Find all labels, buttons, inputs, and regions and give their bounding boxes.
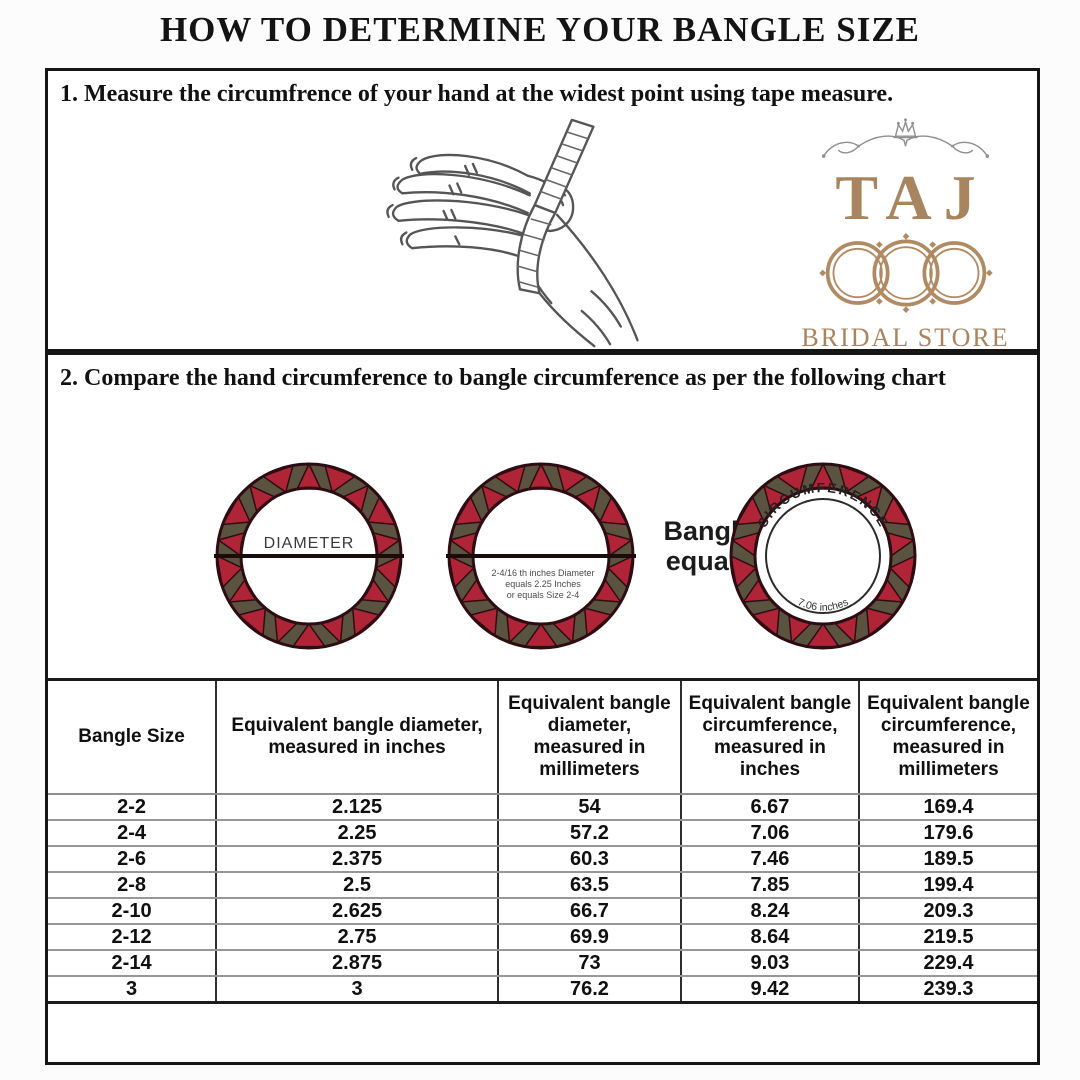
table-cell: 8.24	[679, 897, 860, 926]
table-cell: 2.125	[215, 793, 499, 822]
step2-text: 2. Compare the hand circumference to ban…	[60, 365, 946, 391]
table-row: 2-6 2.375 60.3 7.46 189.5	[48, 845, 1037, 874]
size-table: Bangle Size Equivalent bangle diameter, m…	[48, 678, 1037, 1005]
bangle-size-cell: 2-8	[48, 871, 218, 900]
hand-outline	[386, 153, 639, 348]
taj-logo: TAJ	[788, 117, 1023, 353]
bangle-size-cell: 2-12	[48, 923, 218, 952]
table-cell: 2.75	[215, 923, 499, 952]
table-cell: 7.85	[679, 871, 860, 900]
table-row: 3 3 76.2 9.42 239.3	[48, 975, 1037, 1005]
section-compare-chart: 2. Compare the hand circumference to ban…	[45, 352, 1040, 1065]
table-cell: 209.3	[857, 897, 1037, 926]
bangle-diagram-diameter: DIAMETER	[214, 462, 404, 650]
table-cell: 2.25	[215, 819, 499, 848]
three-rings-icon	[818, 233, 993, 313]
table-cell: 7.06	[679, 819, 860, 848]
logo-subtitle: BRIDAL STORE	[801, 323, 1010, 352]
table-row: 2-12 2.75 69.9 8.64 219.5	[48, 923, 1037, 952]
step1-text: 1. Measure the circumfrence of your hand…	[60, 81, 894, 107]
table-cell: 3	[215, 975, 499, 1005]
size-chart: Bangle Size Equivalent bangle diameter, m…	[48, 678, 1037, 1005]
table-cell: 60.3	[496, 845, 682, 874]
bangle-size-cell: 3	[48, 975, 218, 1005]
bangle-ring	[729, 462, 917, 650]
bangle-size-cell: 2-6	[48, 845, 218, 874]
column-header: Equivalent bangle diameter, measured in …	[496, 678, 682, 796]
table-cell: 169.4	[857, 793, 1037, 822]
section-measure-hand: 1. Measure the circumfrence of your hand…	[45, 68, 1040, 352]
bangle-diagram-example: 2-4/16 th inches Diameter equals 2.25 In…	[446, 462, 636, 650]
example-caption-line3: or equals Size 2-4	[507, 590, 580, 600]
table-cell: 63.5	[496, 871, 682, 900]
crown-flourish-icon	[821, 118, 990, 158]
table-header-row: Bangle Size Equivalent bangle diameter, m…	[48, 678, 1037, 796]
table-cell: 2.875	[215, 949, 499, 978]
table-cell: 7.46	[679, 845, 860, 874]
table-cell: 6.67	[679, 793, 860, 822]
bangle-size-cell: 2-10	[48, 897, 218, 926]
table-cell: 2.625	[215, 897, 499, 926]
bangle-ring	[215, 462, 403, 650]
column-header: Equivalent bangle diameter, measured in …	[215, 678, 499, 796]
bangle-diagram-circumference: CIRCUMFERENCE 7.06 inches	[729, 462, 917, 650]
tape-measure	[516, 118, 595, 295]
table-row: 2-10 2.625 66.7 8.24 209.3	[48, 897, 1037, 926]
inner-circle	[765, 498, 881, 614]
table-cell: 57.2	[496, 819, 682, 848]
table-cell: 73	[496, 949, 682, 978]
table-cell: 239.3	[857, 975, 1037, 1005]
table-cell: 76.2	[496, 975, 682, 1005]
table-row: 2-4 2.25 57.2 7.06 179.6	[48, 819, 1037, 848]
table-cell: 219.5	[857, 923, 1037, 952]
hand-tape-sketch	[386, 118, 639, 348]
table-row: 2-14 2.875 73 9.03 229.4	[48, 949, 1037, 978]
table-cell: 2.5	[215, 871, 499, 900]
column-header: Bangle Size	[48, 678, 218, 796]
diameter-label: DIAMETER	[264, 535, 355, 552]
table-cell: 9.03	[679, 949, 860, 978]
table-cell: 8.64	[679, 923, 860, 952]
example-caption-line1: 2-4/16 th inches Diameter	[491, 568, 594, 578]
table-cell: 54	[496, 793, 682, 822]
logo-name: TAJ	[835, 162, 988, 233]
example-caption-line2: equals 2.25 Inches	[505, 579, 581, 589]
page-title: HOW TO DETERMINE YOUR BANGLE SIZE	[159, 10, 921, 49]
table-cell: 229.4	[857, 949, 1037, 978]
column-header: Equivalent bangle circumference, measure…	[857, 678, 1037, 796]
bangle-size-cell: 2-14	[48, 949, 218, 978]
bangle-size-cell: 2-4	[48, 819, 218, 848]
hand-illustration	[363, 115, 673, 358]
table-cell: 9.42	[679, 975, 860, 1005]
table-cell: 189.5	[857, 845, 1037, 874]
table-cell: 179.6	[857, 819, 1037, 848]
table-row: 2-8 2.5 63.5 7.85 199.4	[48, 871, 1037, 900]
column-header: Equivalent bangle circumference, measure…	[679, 678, 860, 796]
circumference-value: 7.06 inches	[796, 596, 851, 614]
svg-text:7.06 inches: 7.06 inches	[796, 596, 851, 614]
table-cell: 69.9	[496, 923, 682, 952]
table-row: 2-2 2.125 54 6.67 169.4	[48, 793, 1037, 822]
table-cell: 2.375	[215, 845, 499, 874]
table-cell: 199.4	[857, 871, 1037, 900]
table-cell: 66.7	[496, 897, 682, 926]
bangle-size-cell: 2-2	[48, 793, 218, 822]
